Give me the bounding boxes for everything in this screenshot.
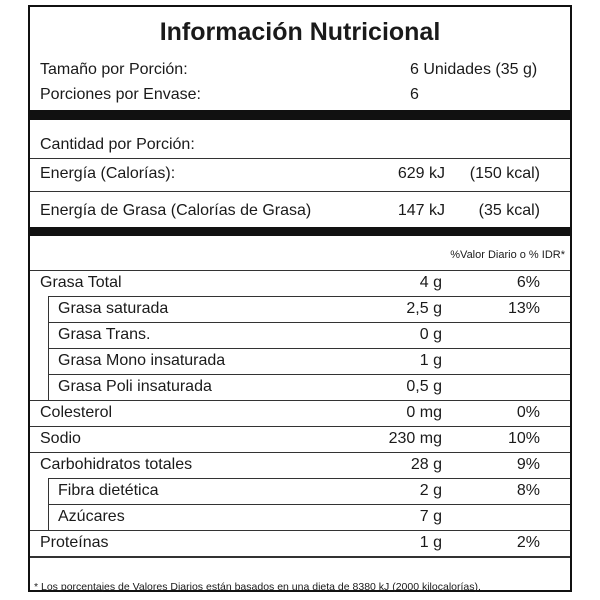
nutrient-percent: 0% bbox=[516, 404, 540, 421]
nutrient-name: Azúcares bbox=[58, 508, 125, 525]
indent-line bbox=[48, 348, 49, 374]
row-line bbox=[48, 478, 570, 479]
row-line bbox=[30, 191, 570, 192]
nutrient-amount: 1 g bbox=[419, 534, 442, 551]
energy-kj: 629 kJ bbox=[397, 165, 445, 182]
nutrient-amount: 7 g bbox=[419, 508, 442, 525]
indent-line bbox=[48, 478, 49, 504]
nutrient-name: Grasa Mono insaturada bbox=[58, 352, 226, 369]
row-line bbox=[30, 452, 570, 453]
nutrient-name: Grasa saturada bbox=[58, 300, 169, 317]
nutrient-percent: 6% bbox=[516, 274, 540, 291]
serving-label: Tamaño por Porción: bbox=[40, 61, 188, 78]
row-line bbox=[48, 504, 570, 505]
nutrient-amount: 1 g bbox=[419, 352, 442, 369]
row-line bbox=[30, 400, 570, 401]
nutrient-name: Grasa Trans. bbox=[58, 326, 151, 343]
title: Información Nutricional bbox=[159, 18, 441, 46]
nutrient-amount: 2 g bbox=[419, 482, 442, 499]
divider bbox=[30, 110, 570, 120]
row-line bbox=[30, 270, 570, 271]
nutrient-name: Sodio bbox=[40, 430, 81, 447]
row-line bbox=[48, 374, 570, 375]
nutrient-percent: 10% bbox=[507, 430, 540, 447]
energy-kcal: (150 kcal) bbox=[469, 165, 540, 182]
nutrient-amount: 230 mg bbox=[388, 430, 442, 447]
energy-heading: Cantidad por Porción: bbox=[40, 136, 195, 153]
divider bbox=[30, 227, 570, 236]
row-line bbox=[48, 296, 570, 297]
nutrient-percent: 13% bbox=[507, 300, 540, 317]
footnote: * Los porcentajes de Valores Diarios est… bbox=[34, 581, 481, 593]
column-header: %Valor Diario o % IDR* bbox=[450, 249, 565, 261]
nutrient-amount: 0 g bbox=[419, 326, 442, 343]
indent-line bbox=[48, 374, 49, 400]
energy-kj: 147 kJ bbox=[397, 202, 445, 219]
nutrient-amount: 28 g bbox=[410, 456, 442, 473]
label-border bbox=[28, 5, 572, 592]
row-line bbox=[30, 530, 570, 531]
serving-value: 6 bbox=[410, 86, 419, 103]
nutrient-name: Fibra dietética bbox=[58, 482, 159, 499]
nutrient-percent: 2% bbox=[516, 534, 540, 551]
nutrient-name: Carbohidratos totales bbox=[40, 456, 193, 473]
indent-line bbox=[48, 296, 49, 322]
nutrient-name: Proteínas bbox=[40, 534, 109, 551]
nutrient-name: Grasa Total bbox=[40, 274, 122, 291]
row-line bbox=[48, 322, 570, 323]
indent-line bbox=[48, 322, 49, 348]
nutrient-percent: 8% bbox=[516, 482, 540, 499]
row-line bbox=[48, 348, 570, 349]
nutrient-amount: 0 mg bbox=[406, 404, 442, 421]
serving-value: 6 Unidades (35 g) bbox=[410, 61, 538, 78]
row-line bbox=[30, 426, 570, 427]
nutrient-amount: 2,5 g bbox=[406, 300, 442, 317]
nutrient-percent: 9% bbox=[516, 456, 540, 473]
nutrient-amount: 4 g bbox=[419, 274, 442, 291]
row-line bbox=[30, 158, 570, 159]
nutrient-name: Colesterol bbox=[40, 404, 113, 421]
nutrient-name: Grasa Poli insaturada bbox=[58, 378, 212, 395]
energy-kcal: (35 kcal) bbox=[478, 202, 540, 219]
row-line bbox=[30, 556, 570, 558]
nutrient-amount: 0,5 g bbox=[406, 378, 442, 395]
energy-name: Energía (Calorías): bbox=[40, 165, 176, 182]
serving-label: Porciones por Envase: bbox=[40, 86, 201, 103]
indent-line bbox=[48, 504, 49, 530]
energy-name: Energía de Grasa (Calorías de Grasa) bbox=[40, 202, 312, 219]
